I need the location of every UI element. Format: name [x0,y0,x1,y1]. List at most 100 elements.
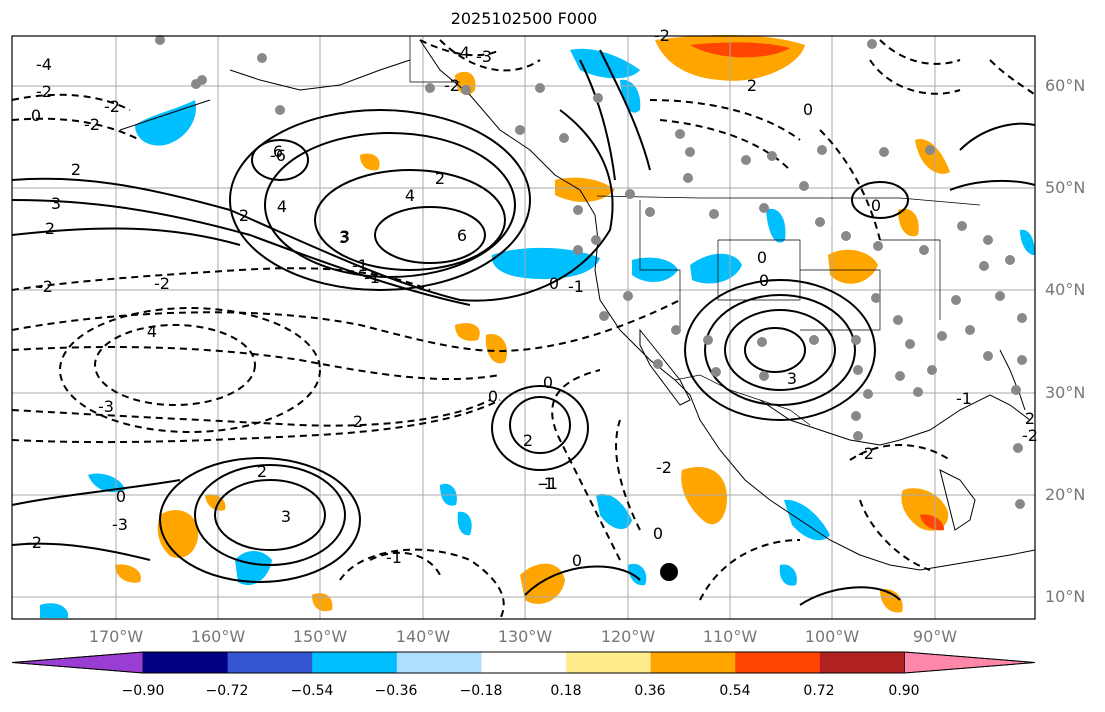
shaded-fields [40,35,1035,618]
graticule [12,36,1035,619]
contour-label: 3 [281,507,291,526]
contour-label: 0 [116,487,126,506]
contour-label: 3 [340,227,350,246]
colorbar-tick: 0.72 [803,683,835,699]
contour-label: -1 [542,474,558,493]
lon-label: 110°W [702,627,758,646]
contour-label: 2 [523,431,533,450]
colorbar-tick: −0.54 [290,683,334,699]
colorbar-outline [11,651,1036,674]
contour-label: -4 [454,43,470,62]
contour-label: 0 [759,271,769,290]
contour-label: 0 [572,551,582,570]
lon-label: 100°W [804,627,860,646]
lat-label: 60°N [1045,76,1086,95]
political-borders [409,36,981,426]
colorbar-bin [227,652,313,673]
contour-label: -2 [858,444,874,463]
colorbar [11,651,1036,674]
contour-label: 2 [747,76,757,95]
contour-label: -2 [154,274,170,293]
contour-label: -2 [36,82,52,101]
colorbar-tick: 0.54 [719,683,751,699]
contour-label: -2 [656,458,672,477]
contour-label: 0 [31,106,41,125]
contour-label: 2 [239,206,249,225]
contour-label: 2 [435,169,445,188]
lon-label: 90°W [912,627,958,646]
contour-label: -3 [98,397,114,416]
dashed-contours [11,39,1036,620]
map-frame [11,35,1036,620]
contour-label: 0 [803,100,813,119]
colorbar-extension-low [11,651,144,674]
station-markers [155,35,1027,509]
plot-title: 2025102500 F000 [450,9,598,28]
contour-label: 4 [277,197,287,216]
contour-label: 3 [787,369,797,388]
lon-label: 170°W [88,627,144,646]
colorbar-bin [819,652,905,673]
lon-label: 130°W [497,627,553,646]
coastlines [119,39,1036,571]
contour-label: 0 [757,248,767,267]
colorbar-bin [481,652,567,673]
colorbar-tick: −0.72 [205,683,249,699]
colorbar-bin [143,652,229,673]
contour-label: 0 [871,196,881,215]
contour-label: 0 [543,373,553,392]
colorbar-tick: 0.36 [634,683,666,699]
lon-label: 140°W [395,627,451,646]
contour-label: 3 [51,194,61,213]
colorbar-bin [396,652,482,673]
colorbar-bin [650,652,736,673]
lon-label: 160°W [190,627,246,646]
contour-label: 6 [273,142,283,161]
contour-label: -2 [37,277,53,296]
contour-label: -2 [444,76,460,95]
contour-label: -1 [386,548,402,567]
colorbar-tick: 0.90 [888,683,920,699]
contour-label: -6 [270,146,286,165]
contour-label: 2 [257,462,267,481]
contour-label: -2 [104,97,120,116]
colorbar-bin [566,652,652,673]
colorbar-extension-high [904,651,1036,674]
contour-label: -1 [568,277,584,296]
center-marker [660,563,678,581]
lat-label: 50°N [1045,178,1086,197]
contour-label: 4 [405,186,415,205]
colorbar-tick: 0.18 [550,683,582,699]
contour-label: -2 [1022,426,1038,445]
contour-label: -3 [112,515,128,534]
contour-label: -3 [476,47,492,66]
colorbar-tick: −0.18 [459,683,503,699]
contour-label: -2 [84,115,100,134]
contour-label: 2 [45,219,55,238]
contour-label: 0 [549,274,559,293]
contours [11,49,1036,606]
contour-label: 6 [457,226,467,245]
lon-label: 150°W [292,627,348,646]
contour-label: 0 [653,524,663,543]
contour-label: 4 [147,322,157,341]
colorbar-bin [735,652,821,673]
lat-label: 10°N [1045,587,1086,606]
contour-label: -1 [364,268,380,287]
contour-label: -1 [352,256,368,275]
contour-label: 3 [339,228,349,247]
contour-label: -1 [956,389,972,408]
contour-label: 2 [71,160,81,179]
colorbar-bin [312,652,398,673]
lat-label: 40°N [1045,280,1086,299]
colorbar-tick: −0.36 [374,683,418,699]
contour-label: -2 [26,533,42,552]
contour-label: 2 [353,412,363,431]
colorbar-tick: −0.90 [121,683,165,699]
contour-label: 0 [488,387,498,406]
lon-label: 120°W [600,627,656,646]
contour-label: -4 [36,55,52,74]
lat-label: 20°N [1045,485,1086,504]
